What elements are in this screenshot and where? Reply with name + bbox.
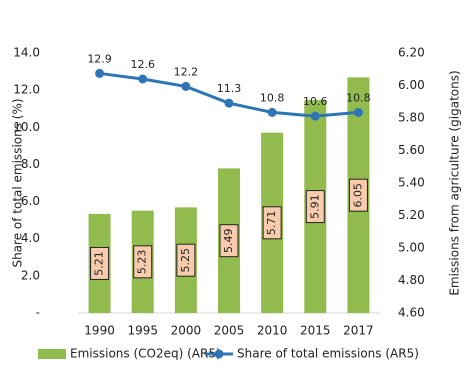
value-label-box bbox=[348, 178, 368, 212]
value-label-box bbox=[262, 206, 282, 240]
x-tick-label: 2000 bbox=[171, 324, 202, 338]
legend-label: Share of total emissions (AR5) bbox=[237, 347, 419, 361]
y-tick-label: 4.0 bbox=[21, 231, 40, 245]
y2-tick-label: 4.60 bbox=[398, 306, 425, 320]
value-label: 5.21 bbox=[93, 251, 106, 276]
y2-tick-label: 5.20 bbox=[398, 208, 425, 222]
line-point bbox=[310, 111, 320, 121]
point-label: 11.3 bbox=[217, 82, 242, 95]
line-point bbox=[224, 98, 234, 108]
x-tick-label: 2017 bbox=[343, 324, 374, 338]
point-label: 10.8 bbox=[346, 91, 371, 104]
y2-axis-title: Emissions from agriculture (gigatons) bbox=[448, 70, 462, 295]
y2-tick-label: 5.00 bbox=[398, 241, 425, 255]
value-label: 5.49 bbox=[222, 228, 235, 253]
y-tick-label: - bbox=[36, 306, 40, 320]
legend-marker bbox=[214, 349, 224, 359]
line-point bbox=[267, 107, 277, 117]
y-tick-label: 10.0 bbox=[13, 120, 40, 134]
value-label: 5.23 bbox=[136, 250, 149, 275]
legend-label: Emissions (CO2eq) (AR5) bbox=[70, 347, 221, 361]
value-label-box bbox=[133, 245, 153, 279]
y2-tick-label: 5.60 bbox=[398, 143, 425, 157]
y2-tick-label: 6.00 bbox=[398, 78, 425, 92]
point-label: 12.2 bbox=[174, 65, 199, 78]
value-label: 5.71 bbox=[265, 211, 278, 236]
line-point bbox=[138, 74, 148, 84]
x-tick-label: 2010 bbox=[257, 324, 288, 338]
point-label: 12.9 bbox=[87, 52, 112, 65]
y-tick-label: 8.0 bbox=[21, 157, 40, 171]
y-tick-label: 6.0 bbox=[21, 194, 40, 208]
y2-tick-label: 5.80 bbox=[398, 111, 425, 125]
y2-tick-label: 5.40 bbox=[398, 176, 425, 190]
value-label: 5.91 bbox=[308, 194, 321, 219]
value-label: 5.25 bbox=[179, 248, 192, 273]
x-tick-label: 2005 bbox=[214, 324, 245, 338]
line-point bbox=[95, 68, 105, 78]
y-axis-title: Share of total emissions (%) bbox=[11, 98, 25, 267]
point-label: 12.6 bbox=[130, 58, 155, 71]
line-point bbox=[353, 107, 363, 117]
x-tick-label: 1990 bbox=[84, 324, 115, 338]
value-label-box bbox=[219, 224, 239, 258]
y-tick-label: 2.0 bbox=[21, 268, 40, 282]
y2-tick-label: 6.20 bbox=[398, 46, 425, 60]
y2-tick-label: 4.80 bbox=[398, 273, 425, 287]
value-label-box bbox=[90, 246, 110, 280]
legend-swatch bbox=[38, 349, 66, 359]
x-tick-label: 1995 bbox=[127, 324, 158, 338]
value-label-box bbox=[176, 243, 196, 277]
value-label-box bbox=[305, 190, 325, 224]
line-point bbox=[181, 81, 191, 91]
point-label: 10.8 bbox=[260, 91, 285, 104]
x-tick-label: 2015 bbox=[300, 324, 331, 338]
y-tick-label: 14.0 bbox=[13, 46, 40, 60]
y-tick-label: 12.0 bbox=[13, 83, 40, 97]
point-label: 10.6 bbox=[303, 95, 328, 108]
value-label: 6.05 bbox=[351, 183, 364, 208]
